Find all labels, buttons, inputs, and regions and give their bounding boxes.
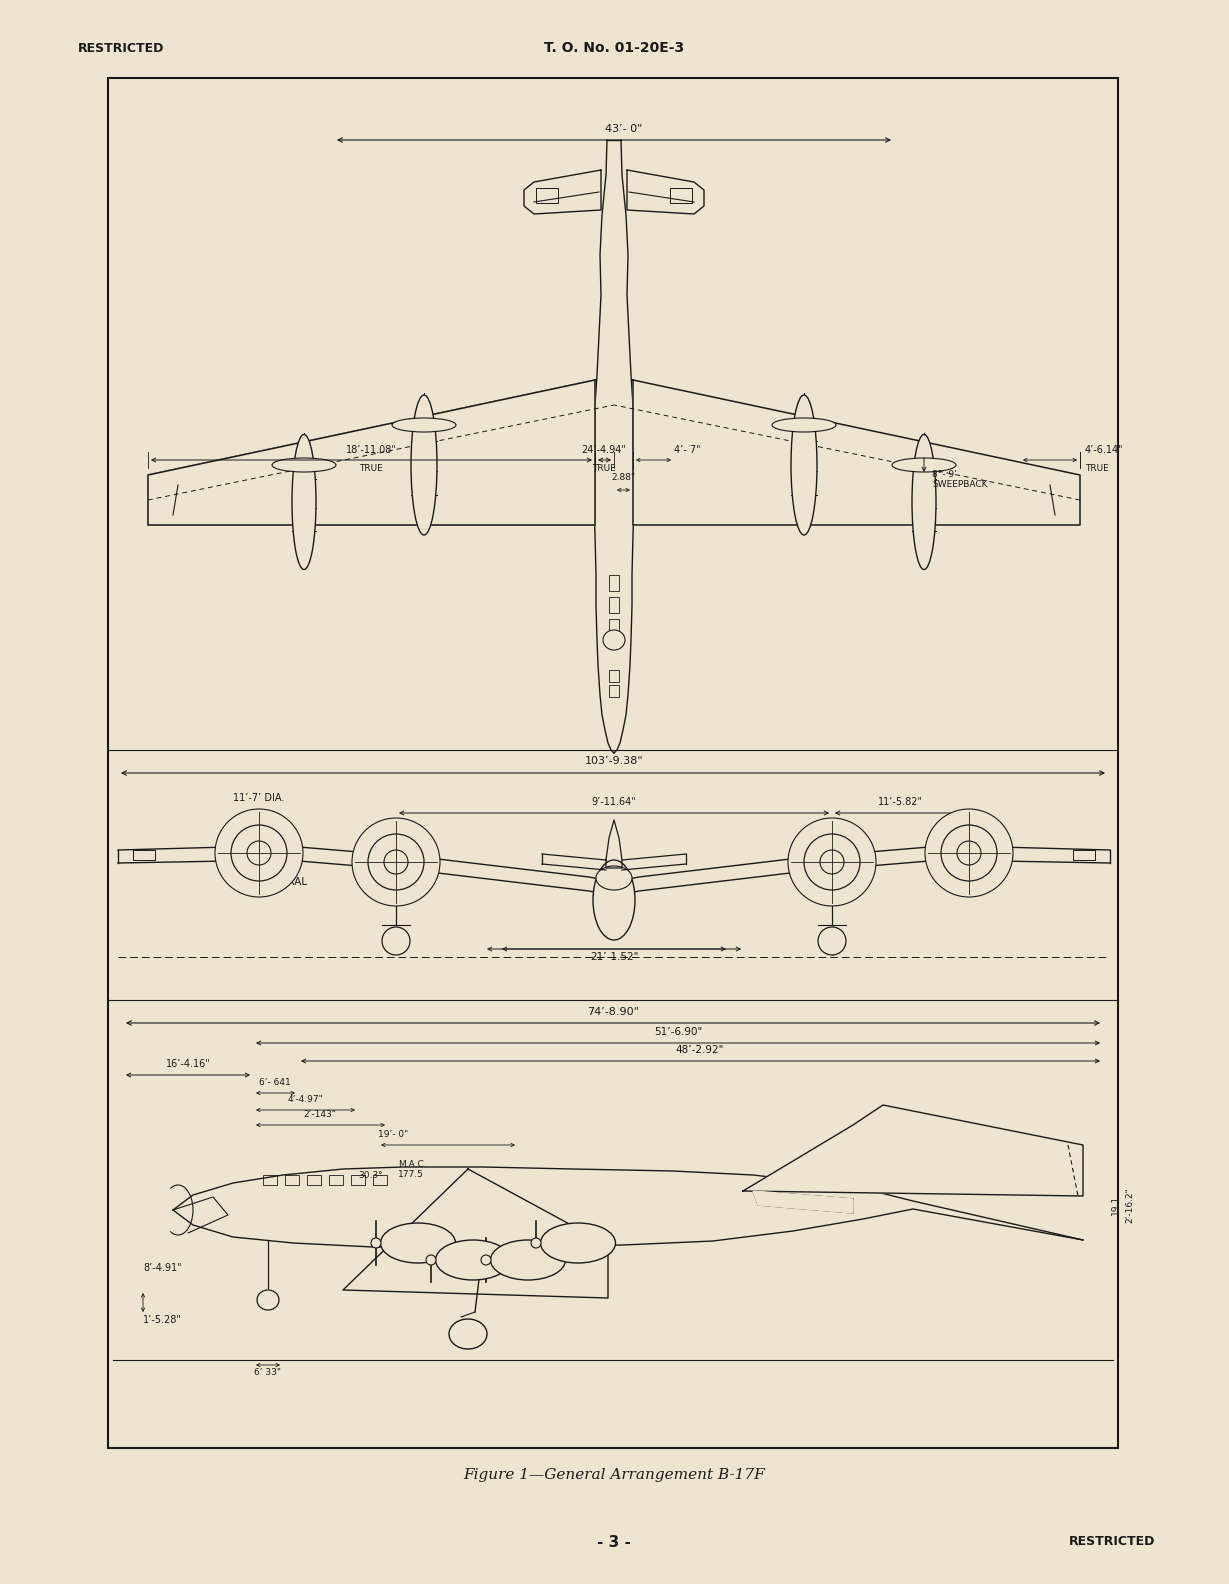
Circle shape (941, 825, 997, 881)
Text: TRUE: TRUE (359, 464, 383, 474)
Circle shape (820, 851, 844, 874)
Bar (1073, 851, 1095, 860)
Ellipse shape (490, 1240, 565, 1280)
Bar (108, 78, 1118, 1448)
Ellipse shape (892, 458, 956, 472)
Circle shape (957, 841, 981, 865)
Ellipse shape (435, 1240, 510, 1280)
Ellipse shape (603, 630, 626, 649)
Text: 16’-4.16": 16’-4.16" (166, 1060, 210, 1069)
Bar (536, 188, 558, 203)
Text: 4’-6.14": 4’-6.14" (1085, 445, 1123, 455)
Bar (610, 597, 619, 613)
Text: 2’-16.2": 2’-16.2" (1125, 1186, 1134, 1223)
Text: - 3 -: - 3 - (597, 1535, 630, 1551)
Bar (610, 619, 619, 635)
Ellipse shape (912, 434, 936, 570)
Text: 11’-5.82": 11’-5.82" (878, 797, 923, 806)
Text: 9’-11.64": 9’-11.64" (591, 797, 637, 806)
Text: Figure 1—General Arrangement B-17F: Figure 1—General Arrangement B-17F (463, 1468, 764, 1483)
Circle shape (925, 809, 1013, 897)
Text: 8°- 9’
SWEEPBACK: 8°- 9’ SWEEPBACK (932, 470, 987, 489)
Text: RESTRICTED: RESTRICTED (1069, 1535, 1155, 1548)
Text: 6’ 33": 6’ 33" (254, 1369, 281, 1376)
Ellipse shape (392, 418, 456, 432)
Ellipse shape (293, 434, 316, 570)
Ellipse shape (257, 1289, 279, 1310)
Circle shape (215, 809, 304, 897)
Text: T. O. No. 01-20E-3: T. O. No. 01-20E-3 (544, 41, 685, 55)
Text: 19.1: 19.1 (1111, 1194, 1120, 1215)
Bar (307, 1175, 321, 1185)
Circle shape (383, 851, 408, 874)
Bar (610, 575, 619, 591)
Text: 30.3°: 30.3° (358, 1171, 382, 1180)
Bar (610, 684, 619, 697)
Circle shape (788, 817, 876, 906)
Bar (263, 1175, 277, 1185)
Polygon shape (633, 380, 1080, 524)
Ellipse shape (791, 394, 817, 535)
Text: RESTRICTED: RESTRICTED (77, 41, 165, 54)
Text: 4’-4.97": 4’-4.97" (288, 1095, 323, 1104)
Circle shape (531, 1239, 541, 1248)
Bar (670, 188, 692, 203)
Circle shape (247, 841, 272, 865)
Text: 21’-1.52": 21’-1.52" (590, 952, 638, 961)
Text: 43’- 0": 43’- 0" (606, 124, 643, 135)
Bar (329, 1175, 343, 1185)
Ellipse shape (410, 394, 438, 535)
Ellipse shape (772, 418, 836, 432)
Bar (610, 670, 619, 683)
Text: 4’- 7": 4’- 7" (673, 445, 701, 455)
Bar (285, 1175, 299, 1185)
Bar (351, 1175, 365, 1185)
Text: 2’-143": 2’-143" (304, 1110, 337, 1118)
Bar (1052, 504, 1078, 516)
Text: 2.88": 2.88" (611, 474, 635, 482)
Text: 103’-9.38": 103’-9.38" (585, 756, 643, 767)
Text: 19’- 0": 19’- 0" (379, 1129, 408, 1139)
Text: 74’-8.90": 74’-8.90" (587, 1007, 639, 1017)
Polygon shape (147, 380, 595, 524)
Ellipse shape (594, 860, 635, 939)
Text: TRUE: TRUE (592, 464, 616, 474)
Text: 8’-4.91": 8’-4.91" (143, 1262, 182, 1274)
Ellipse shape (541, 1223, 616, 1262)
Text: M.A.C.
177.5: M.A.C. 177.5 (398, 1159, 426, 1180)
Bar (372, 1175, 387, 1185)
Polygon shape (343, 1169, 608, 1297)
Text: 4½° DIHEDRAL: 4½° DIHEDRAL (229, 878, 307, 887)
Circle shape (426, 1255, 436, 1266)
Text: 24’-4.94": 24’-4.94" (581, 445, 627, 455)
Text: 6’- 641: 6’- 641 (259, 1079, 291, 1087)
Text: 11’-7’ DIA.: 11’-7’ DIA. (234, 794, 285, 803)
Bar (133, 851, 155, 860)
Circle shape (819, 927, 846, 955)
Text: 51’-6.90": 51’-6.90" (654, 1026, 702, 1038)
Polygon shape (744, 1106, 1083, 1196)
Circle shape (382, 927, 410, 955)
Polygon shape (753, 1191, 853, 1213)
Circle shape (481, 1255, 492, 1266)
Text: 48’-2.92": 48’-2.92" (676, 1045, 724, 1055)
Circle shape (231, 825, 288, 881)
Ellipse shape (381, 1223, 456, 1262)
Bar (150, 504, 176, 516)
Ellipse shape (449, 1319, 487, 1350)
Circle shape (351, 817, 440, 906)
Ellipse shape (272, 458, 336, 472)
Ellipse shape (596, 866, 632, 890)
Text: TRUE: TRUE (1085, 464, 1109, 474)
Text: 1’-5.28": 1’-5.28" (143, 1315, 182, 1324)
Circle shape (367, 835, 424, 890)
Text: 18’-11.08": 18’-11.08" (345, 445, 397, 455)
Circle shape (804, 835, 860, 890)
Circle shape (371, 1239, 381, 1248)
